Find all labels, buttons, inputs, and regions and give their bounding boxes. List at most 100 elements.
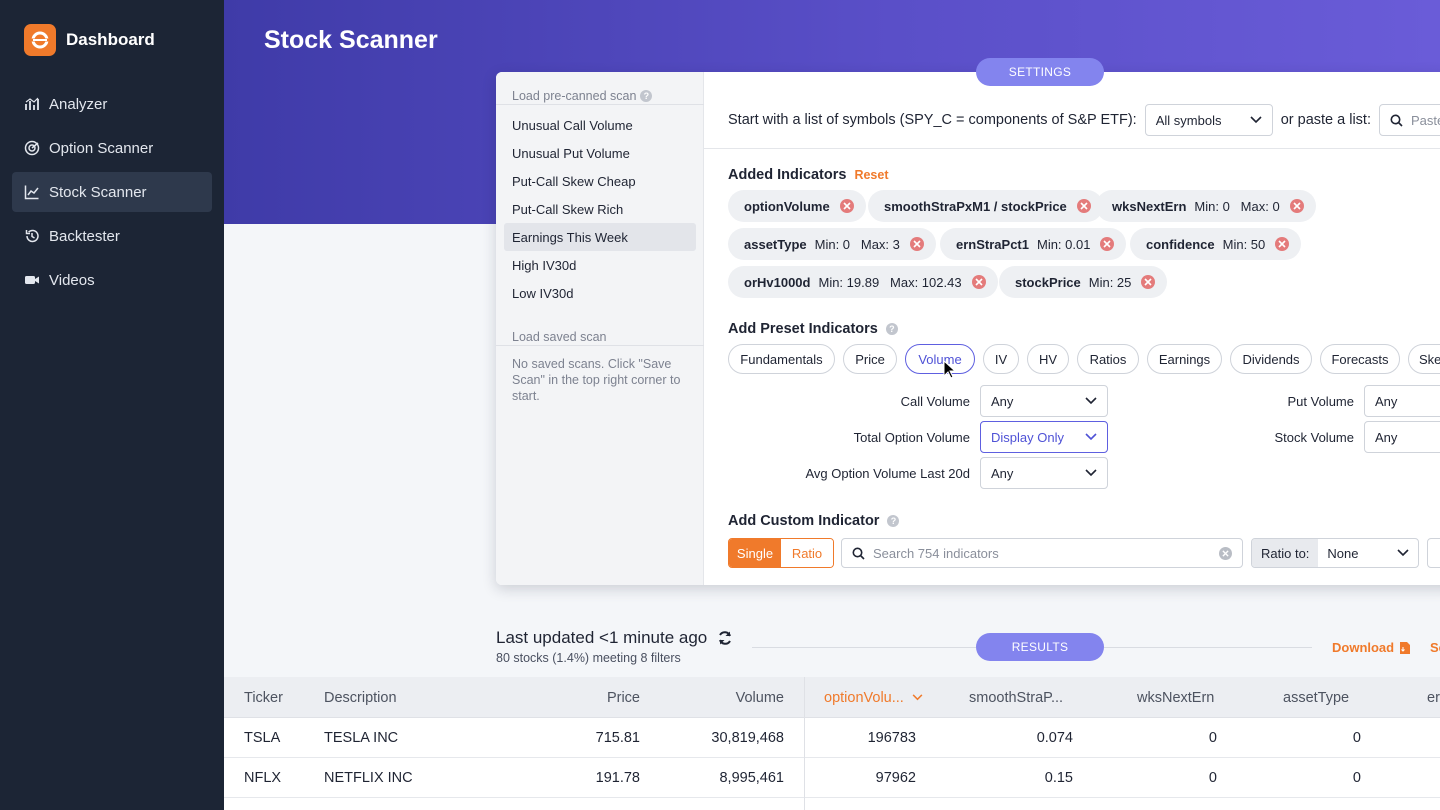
precanned-item[interactable]: High IV30d	[512, 257, 577, 273]
sidebar-item-videos[interactable]: Videos	[12, 260, 212, 300]
column-header-ern[interactable]: er	[1427, 689, 1440, 706]
symbols-row: Start with a list of symbols (SPY_C = co…	[728, 104, 1440, 136]
column-header-assettype[interactable]: assetType	[1283, 689, 1350, 706]
add-indicator-button[interactable]	[1427, 538, 1440, 568]
indicator-range: Min: 25	[1088, 274, 1132, 290]
sidebar-item-label: Option Scanner	[49, 139, 154, 157]
category-price[interactable]: Price	[843, 344, 897, 374]
paste-label: or paste a list:	[1280, 112, 1371, 128]
precanned-item[interactable]: Put-Call Skew Rich	[512, 201, 624, 217]
cell-ticker: NFLX	[244, 770, 282, 786]
precanned-item[interactable]: Unusual Put Volume	[512, 145, 630, 161]
help-icon[interactable]: ?	[887, 515, 900, 527]
column-header-optionvolume[interactable]: optionVolu...	[824, 677, 923, 718]
help-icon[interactable]: ?	[640, 90, 653, 102]
column-header-volume[interactable]: Volume	[735, 689, 784, 706]
cell-description: TESLA INC	[324, 730, 399, 746]
category-ratios[interactable]: Ratios	[1077, 344, 1139, 374]
cell-assettype: 0	[1352, 770, 1361, 786]
clear-icon[interactable]	[1219, 546, 1232, 560]
sort-desc-icon	[912, 694, 923, 701]
avg-option-volume-select[interactable]: Any	[980, 457, 1108, 489]
indicator-range: Min: 50	[1222, 236, 1266, 252]
column-header-description[interactable]: Description	[324, 689, 397, 706]
indicator-tag: ernStraPct1 Min: 0.01	[940, 228, 1127, 260]
single-mode-button[interactable]: Single	[729, 539, 781, 567]
remove-icon[interactable]	[909, 237, 924, 251]
indicator-name: smoothStraPxM1 / stockPrice	[884, 198, 1067, 214]
refresh-icon[interactable]	[717, 630, 733, 646]
precanned-item[interactable]: Unusual Call Volume	[512, 117, 633, 133]
reset-link[interactable]: Reset	[854, 168, 889, 182]
brand-title: Dashboard	[66, 30, 155, 49]
table-row[interactable]: NFLX NETFLIX INC 191.78 8,995,461 97962 …	[224, 758, 1440, 798]
put-volume-select[interactable]: Any	[1364, 385, 1440, 417]
precanned-header-label: Load pre-canned scan	[512, 89, 637, 103]
cell-optionvolume: 196783	[867, 730, 916, 746]
remove-icon[interactable]	[1289, 199, 1304, 213]
field-label: Stock Volume	[1274, 430, 1355, 445]
column-header-price[interactable]: Price	[606, 689, 640, 706]
cell-smoothstrap: 0.15	[1044, 770, 1073, 786]
sidebar-item-backtester[interactable]: Backtester	[12, 216, 212, 256]
remove-icon[interactable]	[971, 275, 986, 289]
select-value: Any	[1375, 393, 1398, 409]
category-fundamentals[interactable]: Fundamentals	[728, 344, 835, 374]
sidebar-item-stock-scanner[interactable]: Stock Scanner	[12, 172, 212, 212]
precanned-item[interactable]: Put-Call Skew Cheap	[512, 173, 636, 189]
cell-volume: 8,995,461	[719, 770, 784, 786]
column-header-smoothstrap[interactable]: smoothStraP...	[969, 689, 1064, 706]
category-dividends[interactable]: Dividends	[1230, 344, 1312, 374]
save-scan-button[interactable]: Se	[1430, 640, 1440, 655]
sidebar-item-analyzer[interactable]: Analyzer	[12, 84, 212, 124]
precanned-item[interactable]: Low IV30d	[512, 285, 574, 301]
mode-toggle: Single Ratio	[728, 538, 834, 568]
line-chart-icon	[24, 184, 40, 200]
sidebar-item-option-scanner[interactable]: Option Scanner	[12, 128, 212, 168]
ratio-to-label: Ratio to:	[1252, 539, 1319, 567]
total-option-volume-select[interactable]: Display Only	[980, 421, 1108, 453]
table-row[interactable]: TSLA TESLA INC 715.81 30,819,468 196783 …	[224, 718, 1440, 758]
remove-icon[interactable]	[1076, 199, 1091, 213]
cell-volume: 30,819,468	[711, 730, 784, 746]
search-placeholder: Search 754 indicators	[873, 545, 999, 561]
brand[interactable]: Dashboard	[24, 24, 155, 56]
stock-volume-select[interactable]: Any	[1364, 421, 1440, 453]
indicator-name: orHv1000d	[744, 274, 811, 290]
call-volume-select[interactable]: Any	[980, 385, 1108, 417]
category-forecasts[interactable]: Forecasts	[1320, 344, 1400, 374]
column-divider	[804, 677, 805, 810]
divider	[704, 148, 1440, 149]
paste-placeholder: Paste	[1410, 112, 1440, 128]
precanned-item-selected[interactable]: Earnings This Week	[504, 223, 696, 251]
select-value: None	[1327, 545, 1359, 561]
preset-indicators-title: Add Preset Indicators	[728, 321, 878, 337]
category-volume[interactable]: Volume	[905, 344, 975, 374]
ratio-mode-button[interactable]: Ratio	[781, 539, 833, 567]
download-button[interactable]: Download	[1332, 640, 1411, 655]
symbols-select[interactable]: All symbols	[1144, 104, 1273, 136]
ratio-to-select[interactable]: Ratio to: None	[1251, 538, 1419, 568]
category-earnings[interactable]: Earnings	[1147, 344, 1222, 374]
results-pill: RESULTS	[976, 633, 1104, 661]
indicator-range: Min: 0 Max: 3	[814, 236, 900, 252]
saved-scans-note: No saved scans. Click "Save Scan" in the…	[512, 357, 681, 403]
help-icon[interactable]: ?	[885, 323, 898, 335]
indicator-search-input[interactable]: Search 754 indicators	[841, 538, 1243, 568]
paste-input[interactable]: Paste	[1378, 104, 1440, 136]
remove-icon[interactable]	[1141, 275, 1156, 289]
remove-icon[interactable]	[1100, 237, 1115, 251]
column-header-wksnexterrn[interactable]: wksNextErn	[1137, 689, 1215, 706]
precanned-header: Load pre-canned scan ?	[512, 89, 653, 103]
indicator-name: assetType	[744, 236, 807, 252]
category-hv[interactable]: HV	[1027, 344, 1069, 374]
table-header: Ticker Description Price Volume optionVo…	[224, 677, 1440, 718]
search-icon	[852, 547, 865, 560]
category-iv[interactable]: IV	[983, 344, 1019, 374]
remove-icon[interactable]	[1275, 237, 1290, 251]
remove-icon[interactable]	[839, 199, 854, 213]
cell-ticker: TSLA	[244, 730, 281, 746]
scan-panel: Load pre-canned scan ? Unusual Call Volu…	[496, 72, 704, 585]
column-header-ticker[interactable]: Ticker	[244, 689, 283, 706]
category-skew[interactable]: Ske	[1408, 344, 1440, 374]
